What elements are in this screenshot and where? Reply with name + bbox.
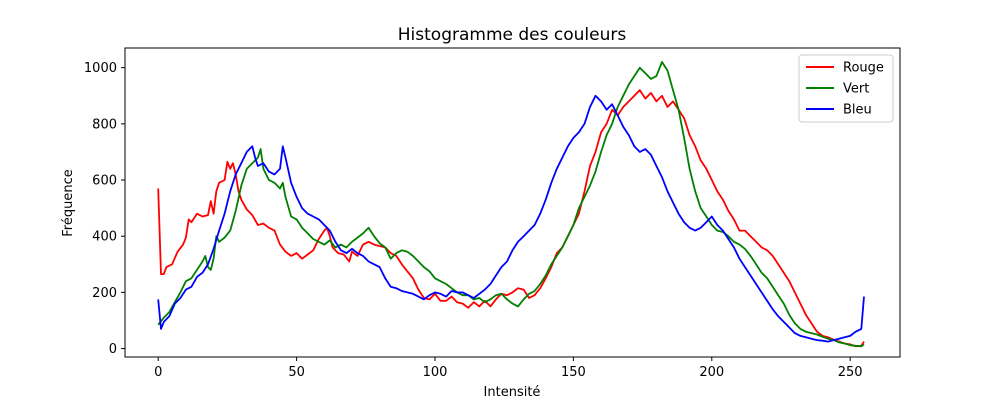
y-axis-label: Fréquence (61, 169, 76, 236)
series-lines (157, 61, 865, 348)
series-line-rouge (157, 89, 865, 348)
x-tick-label: 150 (561, 365, 586, 380)
x-tick-label: 0 (154, 365, 162, 380)
x-axis-label: Intensité (484, 385, 541, 400)
y-tick-label: 400 (92, 230, 117, 245)
legend: Rouge Vert Bleu (798, 54, 894, 123)
y-axis-ticks: 0 200 400 600 800 1000 (84, 61, 125, 357)
x-tick-label: 50 (288, 365, 305, 380)
x-tick-label: 100 (423, 365, 448, 380)
y-tick-label: 600 (92, 174, 117, 189)
x-tick-label: 200 (699, 365, 724, 380)
y-tick-label: 0 (109, 342, 117, 357)
legend-label-vert: Vert (843, 82, 869, 97)
chart-title: Histogramme des couleurs (398, 25, 627, 45)
y-tick-label: 800 (92, 117, 117, 132)
series-line-bleu (157, 94, 865, 343)
legend-label-rouge: Rouge (843, 61, 884, 76)
plot-frame (124, 47, 901, 358)
series-line-vert (157, 61, 865, 348)
y-tick-label: 1000 (84, 61, 117, 76)
x-axis-ticks: 0 50 100 150 200 250 (154, 357, 863, 380)
legend-box (798, 54, 894, 123)
y-tick-label: 200 (92, 286, 117, 301)
legend-label-bleu: Bleu (843, 103, 872, 118)
x-tick-label: 250 (838, 365, 863, 380)
